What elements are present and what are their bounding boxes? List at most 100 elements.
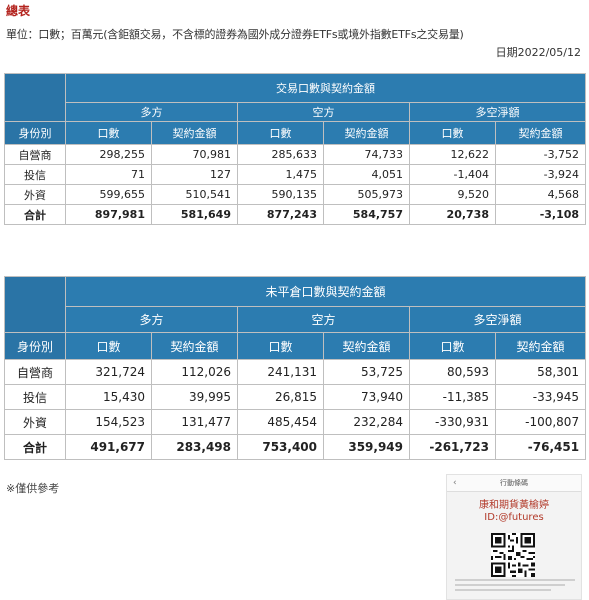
unit-description: 單位：口數；百萬元(含鉅額交易，不含標的證券為國外成分證券ETFs或境外指數ET… [6,28,464,41]
table-cell: 359,949 [323,434,410,460]
contracts-column-header: 口數 [409,332,496,360]
amount-column-header: 契約金額 [494,121,587,145]
table-cell: 232,284 [323,409,410,435]
contracts-column-header: 口數 [65,332,152,360]
table-cell: -76,451 [494,434,587,460]
contact-name: 康和期貨黃榆婷 [479,500,549,511]
group-header-long: 多方 [65,102,238,122]
group-header-long: 多方 [65,306,238,333]
row-label: 自營商 [4,359,66,385]
contracts-column-header: 口數 [409,121,496,145]
table-cell: -3,752 [494,144,587,165]
contact-card-header: ‹ 行動條碼 [447,475,581,492]
table-cell: 58,301 [494,359,587,385]
table-cell: 510,541 [151,184,238,205]
table-corner-spacer [4,73,66,122]
table-cell: 584,757 [323,204,410,225]
table-cell: 321,724 [65,359,152,385]
table-row: 外資 599,655 510,541 590,135 505,973 9,520 4,568 [4,184,587,205]
table-cell: -3,924 [494,164,587,185]
total-row: 合計 897,981 581,649 877,243 584,757 20,738 -3,1… [4,204,587,225]
group-header-short: 空方 [237,102,410,122]
contracts-column-header: 口數 [237,121,324,145]
table-cell: 581,649 [151,204,238,225]
amount-column-header: 契約金額 [323,332,410,360]
table-cell: 9,520 [409,184,496,205]
table-corner-spacer [4,276,66,333]
table-row: 外資 154,523 131,477 485,454 232,284 -330,931 -1… [4,409,587,435]
table-cell: 753,400 [237,434,324,460]
table-cell: 26,815 [237,384,324,410]
table-cell: 12,622 [409,144,496,165]
open-interest-table: 未平倉口數與契約金額 多方 空方 多空淨額 身份別 口數 契約金額 口數 契約金額 口數契… [4,276,587,460]
amount-column-header: 契約金額 [151,332,238,360]
group-header-net: 多空淨額 [408,306,587,333]
table-cell: 80,593 [409,359,496,385]
amount-column-header: 契約金額 [323,121,410,145]
table-cell: -33,945 [494,384,587,410]
table-cell: 39,995 [151,384,238,410]
trading-volume-table: 交易口數與契約金額 多方 空方 多空淨額 身份別 口數 契約金額 口數 契約金額 口數 契約… [4,73,587,225]
total-row: 合計 491,677 283,498 753,400 359,949 -261,723 -7… [4,434,587,460]
table-cell: 241,131 [237,359,324,385]
table-row: 投信 71 127 1,475 4,051 -1,404 -3,924 [4,164,587,185]
table-cell: 4,051 [323,164,410,185]
contact-card-footer [455,579,575,594]
contracts-column-header: 口數 [237,332,324,360]
table-cell: 285,633 [237,144,324,165]
table-cell: -11,385 [409,384,496,410]
row-label: 外資 [4,184,66,205]
table-cell: 298,255 [65,144,152,165]
row-label: 投信 [4,384,66,410]
page-title: 總表 [6,4,31,18]
role-column-header: 身份別 [4,121,66,145]
table-cell: 1,475 [237,164,324,185]
table-row: 投信 15,430 39,995 26,815 73,940 -11,385 -33,945 [4,384,587,410]
disclaimer-note: ※僅供參考 [6,482,60,495]
table-title: 交易口數與契約金額 [64,73,587,103]
row-label: 合計 [4,434,66,460]
table-cell: 154,523 [65,409,152,435]
table-cell: 112,026 [151,359,238,385]
table-cell: 897,981 [65,204,152,225]
table-cell: 4,568 [494,184,587,205]
table-cell: 590,135 [237,184,324,205]
row-label: 外資 [4,409,66,435]
table-cell: -261,723 [409,434,496,460]
table-row: 自營商 298,255 70,981 285,633 74,733 12,622 -3,75… [4,144,587,165]
contact-id: ID:@futures [484,512,544,523]
qr-code-icon [491,533,535,577]
table-cell: 15,430 [65,384,152,410]
table-cell: 127 [151,164,238,185]
table-cell: 283,498 [151,434,238,460]
amount-column-header: 契約金額 [151,121,238,145]
table-cell: 71 [65,164,152,185]
table-cell: 505,973 [323,184,410,205]
table-cell: -1,404 [409,164,496,185]
row-label: 自營商 [4,144,66,165]
table-cell: 485,454 [237,409,324,435]
role-column-header: 身份別 [4,332,66,360]
table-cell: -100,807 [494,409,587,435]
group-header-short: 空方 [237,306,410,333]
table-cell: -330,931 [409,409,496,435]
amount-column-header: 契約金額 [494,332,587,360]
table-cell: 599,655 [65,184,152,205]
table-cell: 70,981 [151,144,238,165]
table-cell: 53,725 [323,359,410,385]
row-label: 投信 [4,164,66,185]
table-cell: 73,940 [323,384,410,410]
chevron-left-icon[interactable]: ‹ [453,478,457,488]
table-cell: 491,677 [65,434,152,460]
group-header-net: 多空淨額 [408,102,587,122]
table-cell: 20,738 [409,204,496,225]
row-label: 合計 [4,204,66,225]
contact-card-title: 行動條碼 [500,479,528,487]
report-date: 日期2022/05/12 [495,46,581,59]
table-cell: -3,108 [494,204,587,225]
table-row: 自營商 321,724 112,026 241,131 53,725 80,593 58,3… [4,359,587,385]
contracts-column-header: 口數 [65,121,152,145]
table-cell: 877,243 [237,204,324,225]
table-title: 未平倉口數與契約金額 [64,276,587,307]
contact-card: ‹ 行動條碼 康和期貨黃榆婷 ID:@futures [446,474,582,600]
